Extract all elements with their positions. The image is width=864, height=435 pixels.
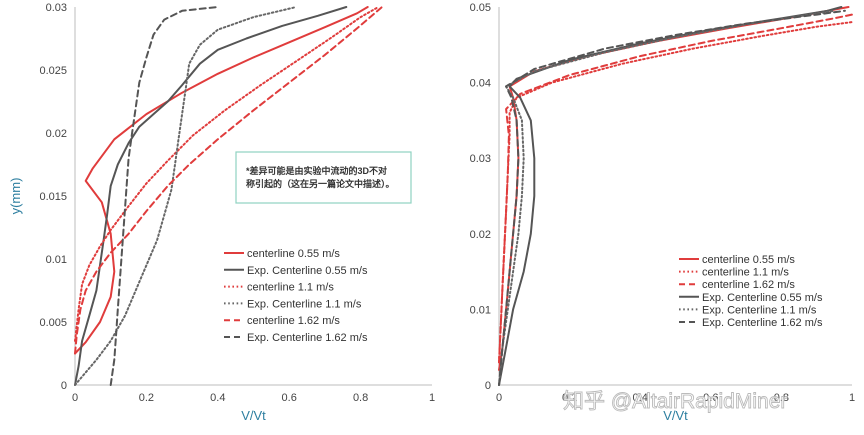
series-line-1 bbox=[74, 6, 369, 355]
annotation-box: *差异可能是由实验中流动的3D不对称引起的（这在另一篇论文中描述）。 bbox=[235, 151, 412, 204]
annotation-text: *差异可能是由实验中流动的3D不对称引起的（这在另一篇论文中描述）。 bbox=[246, 165, 395, 189]
y-tick-label: 0 bbox=[485, 380, 491, 392]
legend-label: Exp. Centerline 1.62 m/s bbox=[702, 317, 823, 329]
legend-label: centerline 1.62 m/s bbox=[702, 279, 795, 291]
y-tick-label: 0.04 bbox=[470, 78, 491, 90]
legend-label: Exp. Centerline 0.55 m/s bbox=[702, 292, 823, 304]
x-tick-label: 0 bbox=[496, 392, 502, 404]
series-line-2 bbox=[74, 6, 348, 386]
series-line-2 bbox=[498, 21, 853, 364]
y-tick-label: 0.02 bbox=[470, 229, 491, 241]
x-tick-label: 0.4 bbox=[633, 392, 648, 404]
y-axis-label: y(mm) bbox=[8, 178, 23, 215]
annotation-border bbox=[235, 151, 412, 204]
x-tick-label: 0.2 bbox=[139, 392, 154, 404]
y-tick-label: 0.02 bbox=[46, 128, 67, 140]
y-tick-label: 0.03 bbox=[470, 153, 491, 165]
x-tick-label: 1 bbox=[849, 392, 855, 404]
legend-label: centerline 0.55 m/s bbox=[247, 248, 340, 260]
series-line-5 bbox=[74, 6, 383, 355]
legend-label: Exp. Centerline 1.1 m/s bbox=[702, 304, 817, 316]
x-tick-label: 0.4 bbox=[210, 392, 225, 404]
legend-label: centerline 0.55 m/s bbox=[702, 254, 795, 266]
y-tick-label: 0.005 bbox=[39, 317, 67, 329]
series-line-5 bbox=[498, 9, 836, 386]
left-chart-panel: 0 0.2 0.4 0.6 0.8 1 0 0.005 0.01 0.015 0.02 0.025 0.… bbox=[8, 2, 435, 423]
series-line-3 bbox=[498, 13, 853, 364]
x-tick-label: 0.2 bbox=[562, 392, 577, 404]
series-line-6 bbox=[498, 9, 846, 386]
y-tick-label: 0.01 bbox=[470, 304, 491, 316]
legend-label: Exp. Centerline 1.1 m/s bbox=[247, 298, 362, 310]
x-tick-label: 0 bbox=[72, 392, 78, 404]
y-tick-label: 0.05 bbox=[470, 2, 491, 14]
x-tick-label: 0.8 bbox=[353, 392, 368, 404]
legend-label: centerline 1.1 m/s bbox=[247, 282, 334, 294]
right-chart-panel: 0 0.2 0.4 0.6 0.8 1 0 0.01 0.02 0.03 0.04 0.05 V/Vt c… bbox=[470, 2, 855, 423]
series-line-3 bbox=[74, 6, 380, 342]
y-tick-label: 0.03 bbox=[46, 2, 67, 14]
y-tick-label: 0.01 bbox=[46, 254, 67, 266]
x-tick-label: 0.6 bbox=[703, 392, 718, 404]
x-tick-label: 0.6 bbox=[282, 392, 297, 404]
y-tick-label: 0 bbox=[61, 380, 67, 392]
y-tick-label: 0.025 bbox=[39, 65, 67, 77]
x-tick-label: 0.8 bbox=[774, 392, 789, 404]
legend-label: Exp. Centerline 1.62 m/s bbox=[247, 332, 368, 344]
legend-label: centerline 1.62 m/s bbox=[247, 315, 340, 327]
y-tick-label: 0.015 bbox=[39, 191, 67, 203]
legend-label: centerline 1.1 m/s bbox=[702, 267, 789, 279]
legend-label: Exp. Centerline 0.55 m/s bbox=[247, 265, 368, 277]
x-axis-label: V/Vt bbox=[241, 408, 266, 423]
x-tick-label: 1 bbox=[429, 392, 435, 404]
series-line-4 bbox=[74, 6, 298, 386]
x-axis-label: V/Vt bbox=[663, 408, 688, 423]
watermark-text: 知乎 @AltairRapidMiner bbox=[563, 390, 787, 413]
series-line-6 bbox=[109, 6, 219, 386]
